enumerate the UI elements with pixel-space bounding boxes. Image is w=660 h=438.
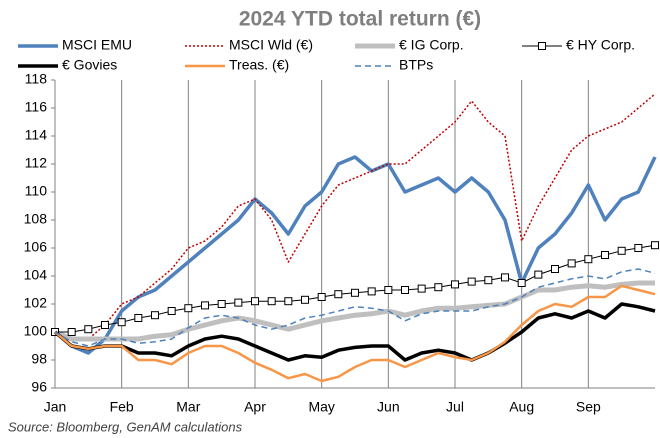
- point-marker: [367, 287, 376, 296]
- y-tick-label: 108: [24, 211, 48, 227]
- point-marker: [184, 304, 193, 313]
- x-tick-label: Apr: [244, 399, 266, 415]
- legend-label: MSCI EMU: [62, 37, 132, 53]
- x-tick-label: Jun: [377, 399, 400, 415]
- series-line: [53, 302, 656, 362]
- y-tick-label: 100: [24, 323, 48, 339]
- point-marker: [501, 273, 509, 282]
- x-tick-label: Feb: [110, 399, 134, 415]
- point-marker: [151, 311, 159, 320]
- point-marker: [134, 314, 143, 322]
- legend-marker: [538, 42, 546, 50]
- x-tick-label: May: [308, 399, 334, 415]
- y-tick-label: 98: [31, 351, 47, 367]
- point-marker: [201, 301, 209, 310]
- point-marker: [551, 265, 559, 273]
- point-marker: [217, 300, 226, 308]
- point-marker: [101, 321, 109, 329]
- point-marker: [467, 277, 476, 286]
- point-marker: [601, 251, 609, 259]
- point-marker: [84, 325, 93, 334]
- legend-label: MSCI Wld (€): [229, 37, 313, 53]
- series-line: [54, 268, 656, 347]
- point-marker: [117, 318, 126, 327]
- point-marker: [67, 328, 76, 336]
- y-tick-label: 116: [25, 99, 48, 115]
- series-line: [54, 280, 655, 342]
- chart-title: 2024 YTD total return (€): [239, 8, 481, 31]
- point-marker: [534, 270, 543, 279]
- y-tick-label: 102: [24, 295, 48, 311]
- y-tick-label: 104: [24, 267, 48, 283]
- point-marker: [401, 286, 409, 294]
- legend-label: € HY Corp.: [566, 37, 635, 53]
- x-tick-label: Mar: [176, 399, 200, 415]
- legend-label: BTPs: [399, 57, 433, 73]
- point-marker: [234, 298, 243, 307]
- point-marker: [334, 290, 343, 299]
- y-tick-label: 106: [24, 239, 48, 255]
- point-marker: [167, 307, 176, 315]
- x-tick-label: Aug: [509, 399, 534, 415]
- point-marker: [617, 246, 626, 255]
- point-marker: [301, 295, 309, 304]
- series-line: [53, 155, 657, 355]
- x-tick-label: Jan: [44, 399, 67, 415]
- series-line: [54, 284, 656, 383]
- y-tick-label: 114: [25, 127, 48, 143]
- point-marker: [351, 288, 359, 297]
- legend-label: € IG Corp.: [399, 37, 464, 53]
- point-marker: [484, 276, 493, 285]
- point-marker: [451, 280, 459, 289]
- point-marker: [384, 286, 393, 294]
- x-tick-label: Sep: [576, 399, 601, 415]
- point-marker: [284, 297, 293, 306]
- x-tick-label: Jul: [446, 399, 464, 415]
- series-line: [54, 93, 656, 340]
- point-marker: [251, 297, 259, 306]
- point-marker: [651, 241, 659, 250]
- y-tick-label: 118: [25, 71, 48, 87]
- y-tick-label: 110: [25, 183, 48, 199]
- point-marker: [267, 297, 276, 306]
- point-marker: [584, 255, 593, 264]
- point-marker: [517, 279, 526, 287]
- point-marker: [434, 283, 443, 292]
- source: Source: Bloomberg, GenAM calculations: [8, 419, 243, 434]
- legend-label: Treas. (€): [229, 57, 289, 73]
- legend-label: € Govies: [62, 57, 117, 73]
- point-marker: [317, 293, 326, 301]
- y-tick-label: 96: [31, 379, 47, 395]
- y-tick-label: 112: [25, 155, 48, 171]
- point-marker: [567, 259, 576, 268]
- point-marker: [634, 244, 643, 252]
- point-marker: [417, 284, 426, 293]
